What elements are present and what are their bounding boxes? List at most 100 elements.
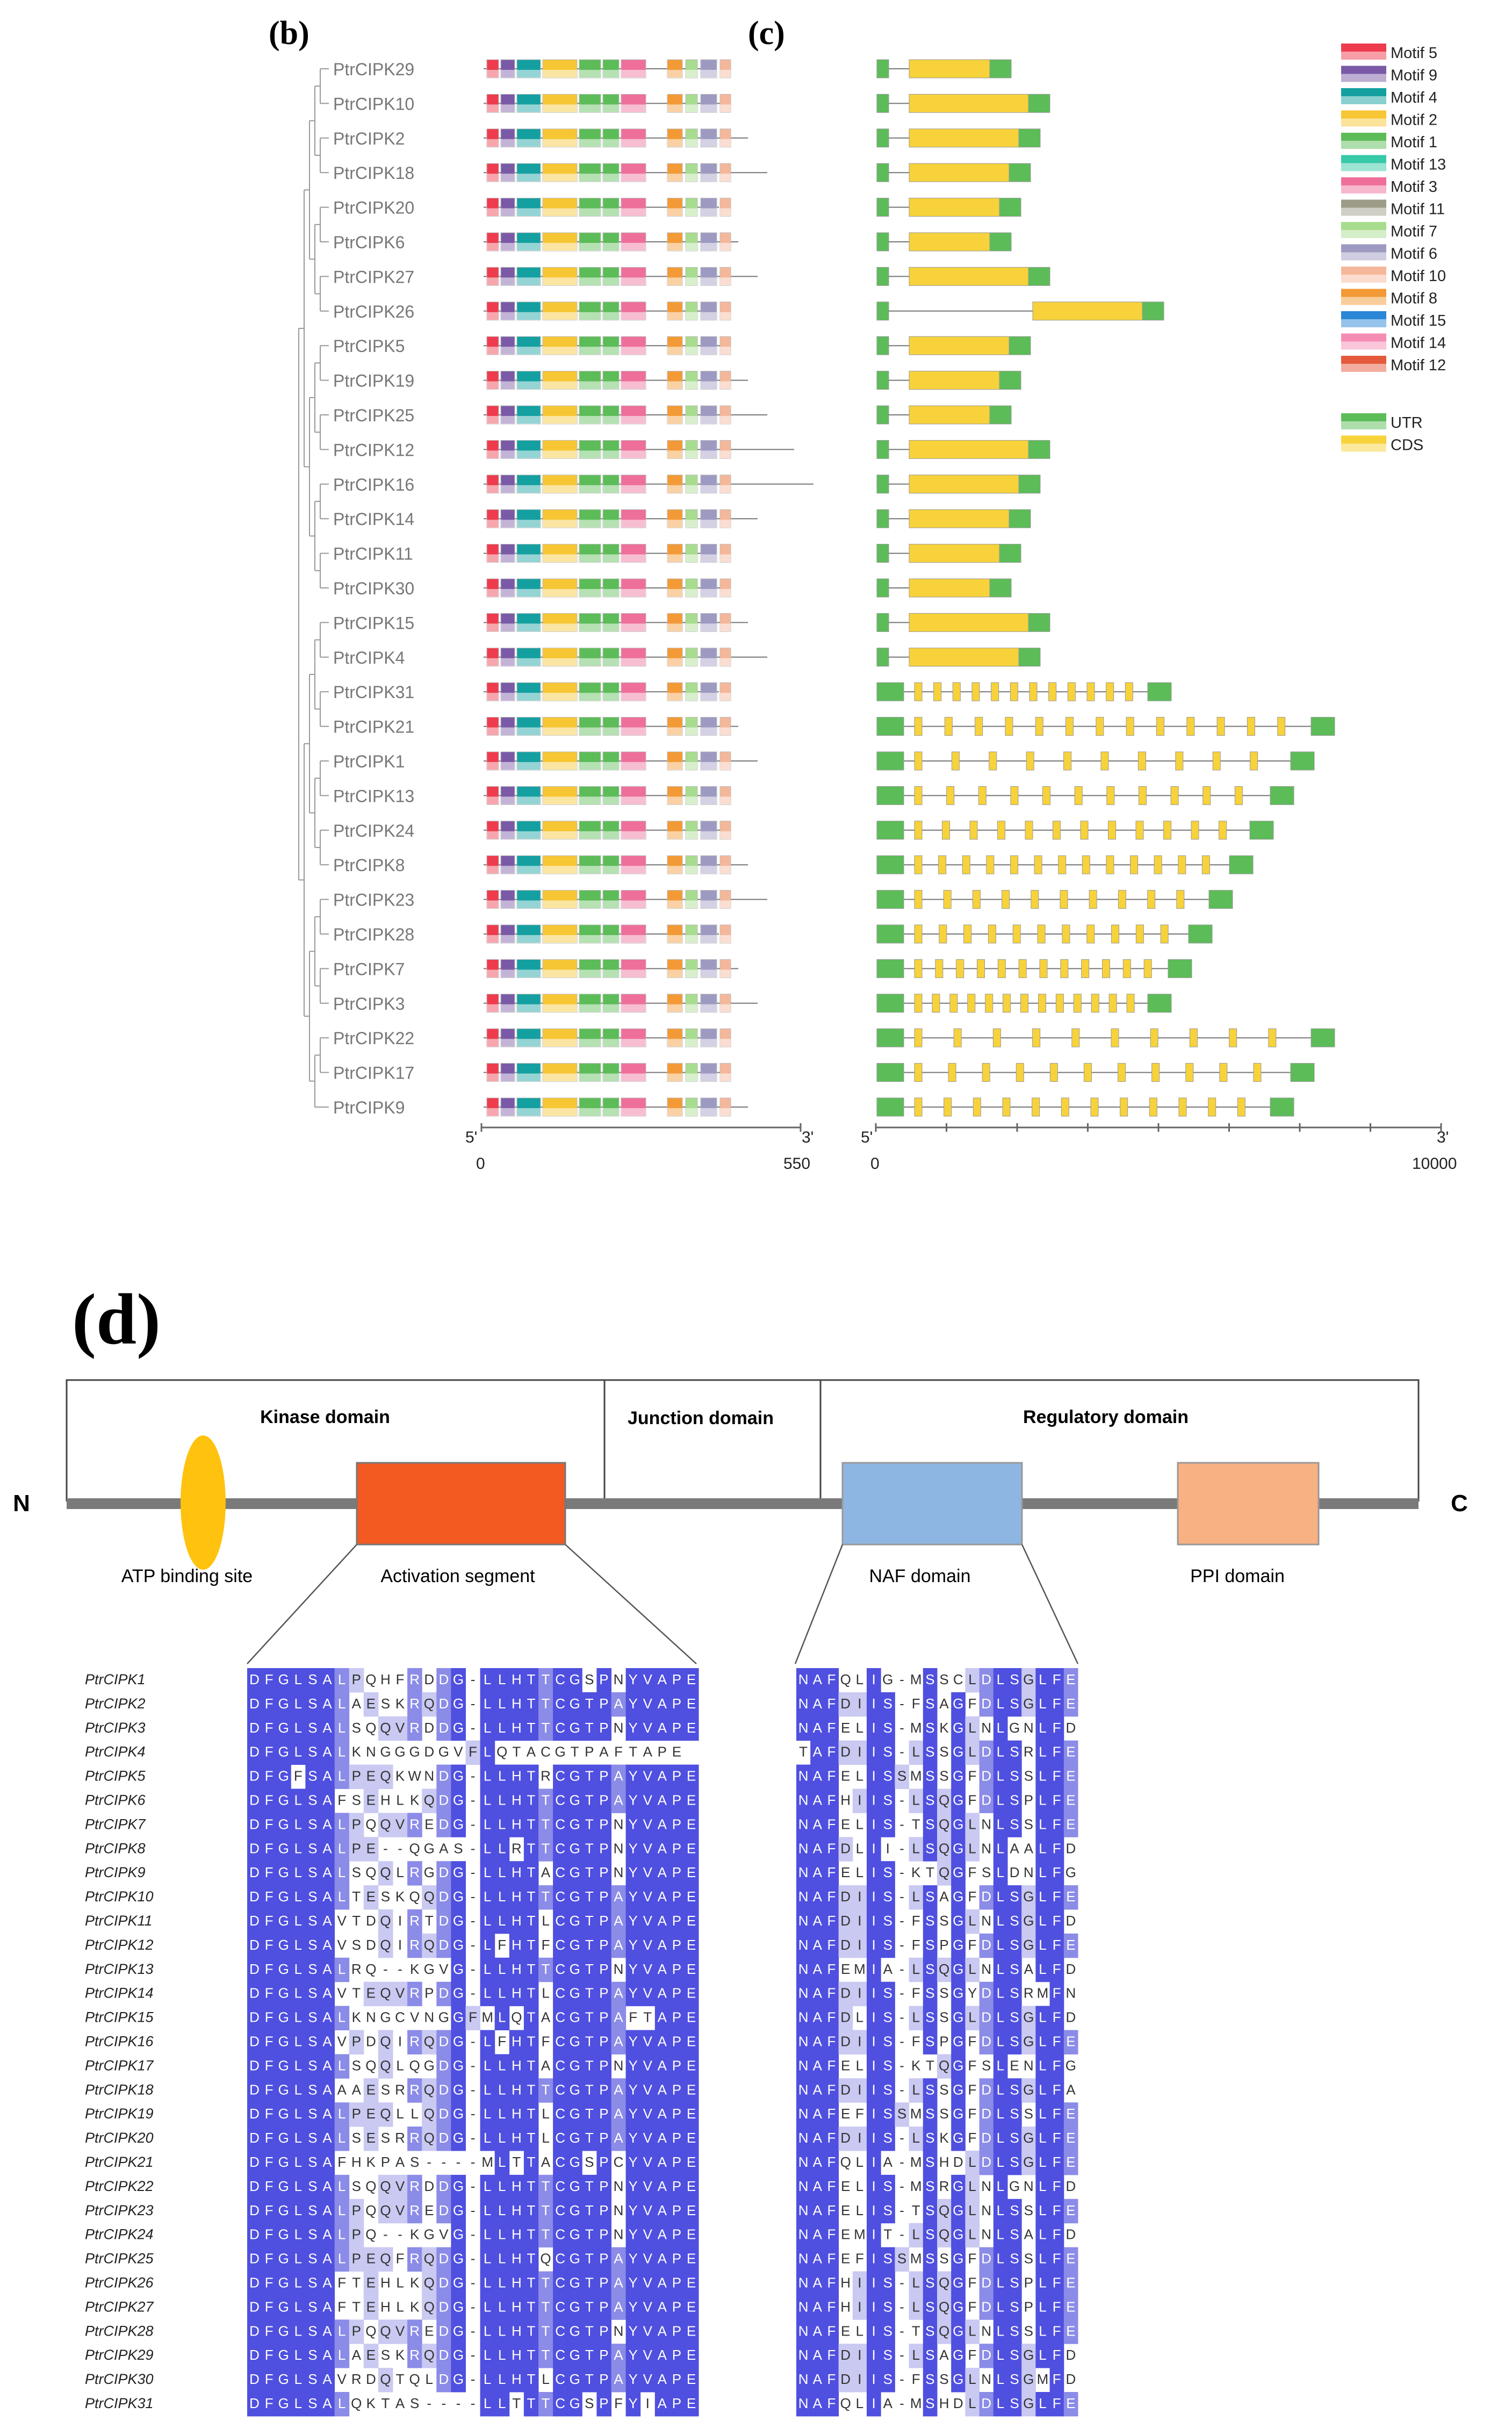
- residue: E: [366, 1792, 376, 1808]
- residue: T: [542, 1792, 550, 1808]
- residue: P: [585, 1744, 594, 1760]
- residue: I: [398, 1913, 402, 1929]
- residue: M: [910, 2106, 922, 2122]
- residue: G: [1065, 1864, 1076, 1880]
- alignment-name: PtrCIPK5: [85, 1768, 146, 1784]
- residue: G: [953, 2009, 963, 2025]
- residue: L: [294, 1744, 302, 1760]
- residue: P: [599, 1720, 608, 1736]
- cds-box: [1154, 855, 1162, 874]
- residue: S: [939, 1744, 948, 1760]
- residue: A: [614, 1937, 623, 1953]
- cds-box: [1219, 1063, 1228, 1082]
- residue: E: [687, 1792, 696, 1808]
- cds-box: [1042, 786, 1051, 805]
- residue: D: [981, 2106, 991, 2122]
- residue: G: [278, 1671, 289, 1687]
- residue: K: [410, 2298, 420, 2315]
- residue: N: [798, 2130, 809, 2146]
- cds-box: [1108, 821, 1116, 840]
- residue: I: [872, 2106, 875, 2122]
- residue: L: [294, 1671, 302, 1687]
- residue: D: [840, 2034, 851, 2050]
- cds-box: [1208, 1097, 1216, 1117]
- residue: M: [481, 2154, 493, 2170]
- residue: L: [294, 2009, 302, 2025]
- residue: N: [614, 2178, 624, 2194]
- residue: L: [1039, 2347, 1046, 2363]
- utr-box: [1168, 959, 1192, 978]
- legend-label: Motif 4: [1391, 89, 1437, 106]
- residue: R: [409, 1816, 420, 1832]
- residue: T: [527, 2347, 536, 2363]
- residue: S: [308, 2298, 317, 2315]
- residue: H: [512, 2226, 522, 2243]
- residue: M: [910, 1671, 922, 1687]
- residue: L: [484, 2178, 491, 2194]
- residue: P: [352, 2106, 361, 2122]
- residue: C: [555, 1864, 565, 1880]
- cds-box: [1111, 1028, 1119, 1047]
- residue: P: [599, 2298, 608, 2315]
- residue: S: [897, 2251, 906, 2267]
- cds-box: [1237, 1097, 1245, 1117]
- residue: F: [968, 1937, 977, 1953]
- utr-box: [999, 371, 1021, 390]
- residue: L: [294, 2081, 302, 2097]
- residue: A: [658, 2251, 667, 2267]
- gene-label: PtrCIPK12: [333, 440, 414, 459]
- residue: S: [1010, 2130, 1019, 2146]
- residue: P: [672, 1840, 681, 1856]
- residue: T: [527, 1864, 536, 1880]
- panel-label-b: (b): [269, 15, 309, 52]
- residue: H: [380, 1671, 391, 1687]
- residue: N: [981, 2202, 991, 2218]
- residue: A: [643, 1744, 653, 1760]
- residue: Y: [628, 1985, 637, 2001]
- residue: S: [925, 2226, 934, 2243]
- residue: I: [858, 2034, 861, 2050]
- residue: G: [278, 1696, 289, 1712]
- residue: Q: [380, 2251, 391, 2267]
- cds-box: [952, 682, 961, 701]
- residue: L: [498, 2009, 506, 2025]
- residue: Y: [628, 1840, 637, 1856]
- residue: F: [265, 1888, 273, 1905]
- residue: D: [249, 1768, 260, 1784]
- residue: S: [308, 1937, 317, 1953]
- residue: G: [453, 2081, 464, 2097]
- residue: G: [570, 1671, 580, 1687]
- utr-box: [1249, 821, 1274, 840]
- residue: T: [542, 2395, 550, 2411]
- residue: V: [643, 1961, 653, 1977]
- residue: S: [352, 1937, 361, 1953]
- cds-box: [1060, 959, 1069, 978]
- residue: N: [798, 1768, 809, 1784]
- residue: Y: [628, 2371, 637, 2387]
- residue: Q: [351, 2395, 362, 2411]
- residue: F: [912, 2034, 920, 2050]
- residue: F: [827, 2226, 836, 2243]
- residue: -: [899, 1671, 904, 1687]
- motif-axis-five-label: 5': [465, 1129, 477, 1146]
- residue: V: [337, 2034, 347, 2050]
- residue: L: [498, 1913, 506, 1929]
- alignment-name: PtrCIPK4: [85, 1744, 146, 1760]
- residue: I: [858, 1913, 861, 1929]
- residue: V: [643, 1937, 653, 1953]
- residue: G: [453, 2106, 464, 2122]
- residue: G: [953, 1961, 963, 1977]
- residue: D: [1066, 2347, 1076, 2363]
- residue: L: [1039, 1768, 1046, 1784]
- residue: -: [471, 1864, 476, 1880]
- residue: Q: [380, 1937, 391, 1953]
- residue: F: [912, 1985, 920, 2001]
- residue: A: [322, 1696, 332, 1712]
- residue: D: [249, 1816, 260, 1832]
- residue: L: [294, 2275, 302, 2291]
- residue: A: [883, 2395, 893, 2411]
- residue: D: [249, 2202, 260, 2218]
- residue: F: [1053, 2347, 1061, 2363]
- cds-box: [914, 924, 923, 944]
- residue: N: [798, 1792, 809, 1808]
